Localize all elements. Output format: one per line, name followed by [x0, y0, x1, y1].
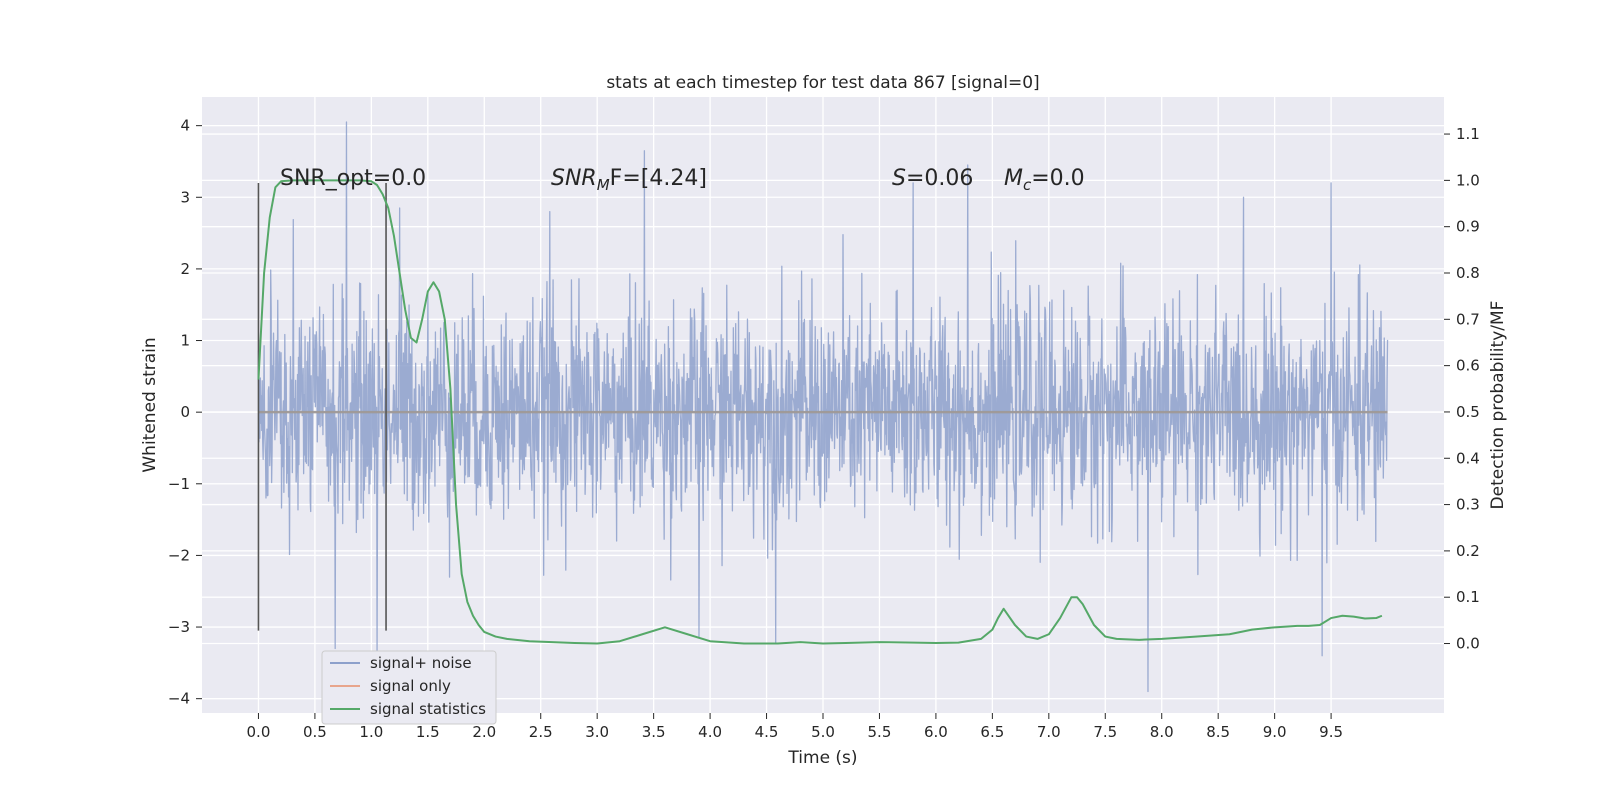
legend-label-signal-only: signal only [370, 677, 451, 695]
y2-tick-label: 0.8 [1456, 264, 1480, 282]
y-axis-ticks: 4 3 2 1 0 −1 −2 −3 −4 [168, 117, 202, 708]
x-axis-ticks: 0.0 0.5 1.0 1.5 2.0 2.5 3.0 3.5 4.0 4.5 5.0 5.5 6.0 6… [247, 713, 1343, 741]
annotation-snr-mf: SNRMF=[4.24] [551, 166, 707, 194]
legend-label-signal-noise: signal+ noise [370, 654, 472, 672]
annotation-s-label: S [892, 166, 906, 191]
x-axis-title: Time (s) [787, 748, 857, 768]
x-tick-label: 1.5 [416, 723, 440, 741]
y2-tick-label: 0.0 [1456, 635, 1480, 653]
annotation-snr-mf-tail: F=[4.24] [610, 166, 707, 191]
y-tick-label: −4 [168, 690, 190, 708]
x-tick-label: 8.0 [1150, 723, 1174, 741]
y2-tick-label: 1.1 [1456, 125, 1480, 143]
annotation-mc-label: M [1004, 166, 1023, 191]
legend: signal+ noise signal only signal statist… [321, 650, 497, 725]
y-tick-label: −2 [168, 546, 190, 564]
chart-title: stats at each timestep for test data 867… [606, 73, 1039, 93]
legend-label-signal-statistics: signal statistics [370, 700, 486, 718]
y2-tick-label: 0.6 [1456, 357, 1480, 375]
x-tick-label: 9.5 [1319, 723, 1343, 741]
x-tick-label: 0.5 [303, 723, 327, 741]
x-tick-label: 7.5 [1093, 723, 1117, 741]
x-tick-label: 2.5 [529, 723, 553, 741]
legend-box [321, 650, 497, 725]
y2-tick-label: 0.1 [1456, 588, 1480, 606]
y2-axis-title: Detection probability/MF [1488, 301, 1508, 510]
x-tick-label: 9.0 [1263, 723, 1287, 741]
x-tick-label: 7.0 [1037, 723, 1061, 741]
x-tick-label: 6.5 [980, 723, 1004, 741]
x-tick-label: 3.0 [585, 723, 609, 741]
y2-tick-label: 0.2 [1456, 542, 1480, 560]
y-tick-label: 0 [180, 403, 190, 421]
y2-tick-label: 0.5 [1456, 403, 1480, 421]
annotation-snr-mf-sub: M [597, 176, 610, 194]
y-tick-label: 1 [180, 332, 190, 350]
annotation-mc: Mc=0.0 [1004, 166, 1085, 194]
x-tick-label: 2.0 [472, 723, 496, 741]
y-axis-title: Whitened strain [140, 337, 160, 472]
x-tick-label: 0.0 [247, 723, 271, 741]
x-tick-label: 5.0 [811, 723, 835, 741]
x-tick-label: 1.0 [359, 723, 383, 741]
y-tick-label: −1 [168, 475, 190, 493]
y-tick-label: −3 [168, 618, 190, 636]
annotation-s-value: =0.06 [906, 166, 973, 191]
y2-tick-label: 0.7 [1456, 310, 1480, 328]
signal-statistics-series [257, 179, 1383, 645]
signal-noise-line [257, 121, 1389, 693]
annotation-mc-value: =0.0 [1031, 166, 1084, 191]
x-tick-label: 6.0 [924, 723, 948, 741]
y2-tick-label: 0.3 [1456, 496, 1480, 514]
signal-noise-series [257, 121, 1389, 693]
y2-tick-label: 0.4 [1456, 449, 1480, 467]
y-tick-label: 2 [180, 260, 190, 278]
annotation-snr-opt: SNR_opt=0.0 [280, 166, 426, 191]
annotation-s: S=0.06 [892, 166, 973, 191]
signal-statistics-line [257, 179, 1383, 645]
annotation-mc-sub: c [1023, 176, 1032, 194]
x-tick-label: 3.5 [642, 723, 666, 741]
x-tick-label: 8.5 [1206, 723, 1230, 741]
y-tick-label: 3 [180, 188, 190, 206]
y-tick-label: 4 [180, 117, 190, 135]
y2-tick-label: 0.9 [1456, 218, 1480, 236]
y2-tick-label: 1.0 [1456, 171, 1480, 189]
annotation-snr-mf-label: SNR [551, 166, 597, 191]
vertical-markers [257, 182, 387, 631]
x-tick-label: 4.5 [755, 723, 779, 741]
x-tick-label: 5.5 [868, 723, 892, 741]
x-tick-label: 4.0 [698, 723, 722, 741]
y2-axis-ticks: 1.1 1.0 0.9 0.8 0.7 0.6 0.5 0.4 0.3 0.2 0.1 0.0 [1444, 125, 1480, 653]
